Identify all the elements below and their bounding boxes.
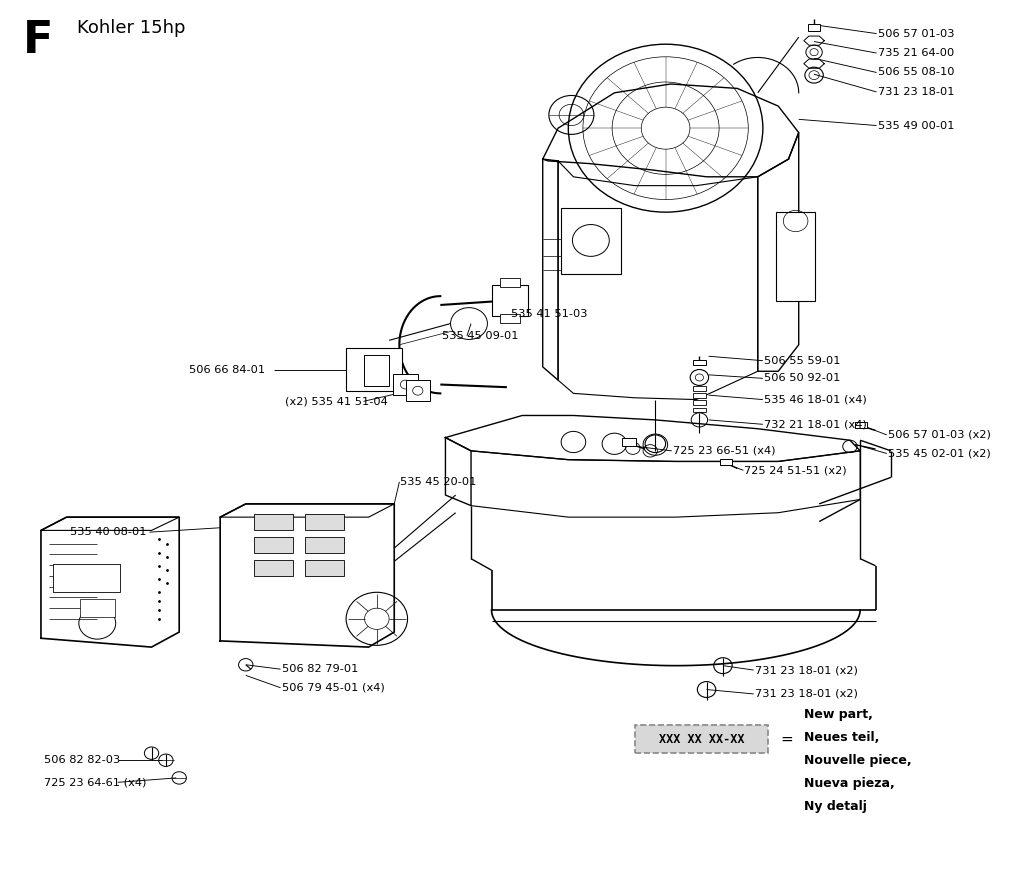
Text: 725 24 51-51 (x2): 725 24 51-51 (x2): [744, 465, 847, 476]
Text: 725 23 64-61 (x4): 725 23 64-61 (x4): [44, 777, 146, 788]
Polygon shape: [220, 504, 394, 647]
Text: 535 41 51-03: 535 41 51-03: [511, 309, 588, 319]
Text: 506 66 84-01: 506 66 84-01: [189, 364, 265, 375]
Text: 731 23 18-01: 731 23 18-01: [878, 87, 954, 97]
Polygon shape: [445, 438, 471, 506]
Text: 506 82 79-01: 506 82 79-01: [282, 664, 358, 674]
Text: 535 45 09-01: 535 45 09-01: [442, 331, 519, 341]
Polygon shape: [543, 84, 799, 177]
Text: 506 50 92-01: 506 50 92-01: [764, 373, 841, 384]
Bar: [364, 355, 389, 386]
Bar: [622, 438, 636, 446]
Polygon shape: [558, 161, 758, 400]
Bar: [776, 212, 815, 301]
Bar: [720, 459, 732, 465]
Text: XXX XX XX-XX: XXX XX XX-XX: [658, 733, 744, 745]
Bar: [693, 400, 706, 405]
Text: 731 23 18-01 (x2): 731 23 18-01 (x2): [755, 689, 857, 699]
Text: Neues teil,: Neues teil,: [804, 731, 880, 743]
Text: =: =: [780, 732, 793, 746]
Text: 506 57 01-03 (x2): 506 57 01-03 (x2): [888, 430, 990, 440]
Text: 535 40 08-01: 535 40 08-01: [70, 527, 146, 537]
Bar: [406, 380, 430, 401]
Text: F: F: [23, 19, 53, 63]
Bar: [80, 599, 115, 617]
Text: 731 23 18-01 (x2): 731 23 18-01 (x2): [755, 665, 857, 675]
Bar: [693, 393, 706, 398]
Text: 535 45 20-01: 535 45 20-01: [400, 476, 477, 487]
Bar: [693, 386, 706, 391]
Bar: [635, 725, 768, 753]
Text: 535 45 02-01 (x2): 535 45 02-01 (x2): [888, 448, 990, 459]
Bar: [855, 422, 867, 428]
Polygon shape: [41, 517, 179, 530]
Text: 506 55 08-10: 506 55 08-10: [878, 67, 954, 78]
Polygon shape: [41, 517, 179, 647]
Polygon shape: [445, 415, 860, 461]
Bar: [693, 360, 706, 365]
Polygon shape: [471, 451, 860, 517]
Text: 535 49 00-01: 535 49 00-01: [878, 120, 954, 131]
Text: New part,: New part,: [804, 708, 872, 720]
Bar: [693, 408, 706, 412]
Bar: [500, 314, 520, 323]
Bar: [305, 560, 344, 576]
Bar: [305, 514, 344, 530]
Bar: [500, 278, 520, 287]
Bar: [254, 537, 293, 552]
Bar: [346, 348, 402, 391]
Bar: [254, 514, 293, 530]
Text: 506 79 45-01 (x4): 506 79 45-01 (x4): [282, 682, 384, 693]
Text: 506 55 59-01: 506 55 59-01: [764, 355, 841, 366]
Text: 506 57 01-03: 506 57 01-03: [878, 28, 954, 39]
Text: 732 21 18-01 (x4): 732 21 18-01 (x4): [764, 419, 866, 430]
Text: Nueva pieza,: Nueva pieza,: [804, 777, 895, 789]
Bar: [561, 208, 621, 274]
Bar: [393, 374, 418, 395]
Bar: [254, 560, 293, 576]
Text: 506 82 82-03: 506 82 82-03: [44, 755, 120, 766]
Bar: [808, 24, 820, 31]
Text: Kohler 15hp: Kohler 15hp: [77, 19, 185, 37]
Text: (x2) 535 41 51-04: (x2) 535 41 51-04: [285, 396, 387, 407]
Text: Ny detalj: Ny detalj: [804, 800, 866, 812]
Polygon shape: [220, 504, 394, 517]
Polygon shape: [543, 159, 558, 380]
Polygon shape: [758, 133, 799, 371]
Bar: [53, 564, 120, 592]
Bar: [305, 537, 344, 552]
Text: 725 23 66-51 (x4): 725 23 66-51 (x4): [673, 446, 775, 456]
Text: Nouvelle piece,: Nouvelle piece,: [804, 754, 911, 766]
Text: 735 21 64-00: 735 21 64-00: [878, 48, 953, 58]
Text: 535 46 18-01 (x4): 535 46 18-01 (x4): [764, 394, 866, 405]
Bar: [492, 285, 528, 316]
